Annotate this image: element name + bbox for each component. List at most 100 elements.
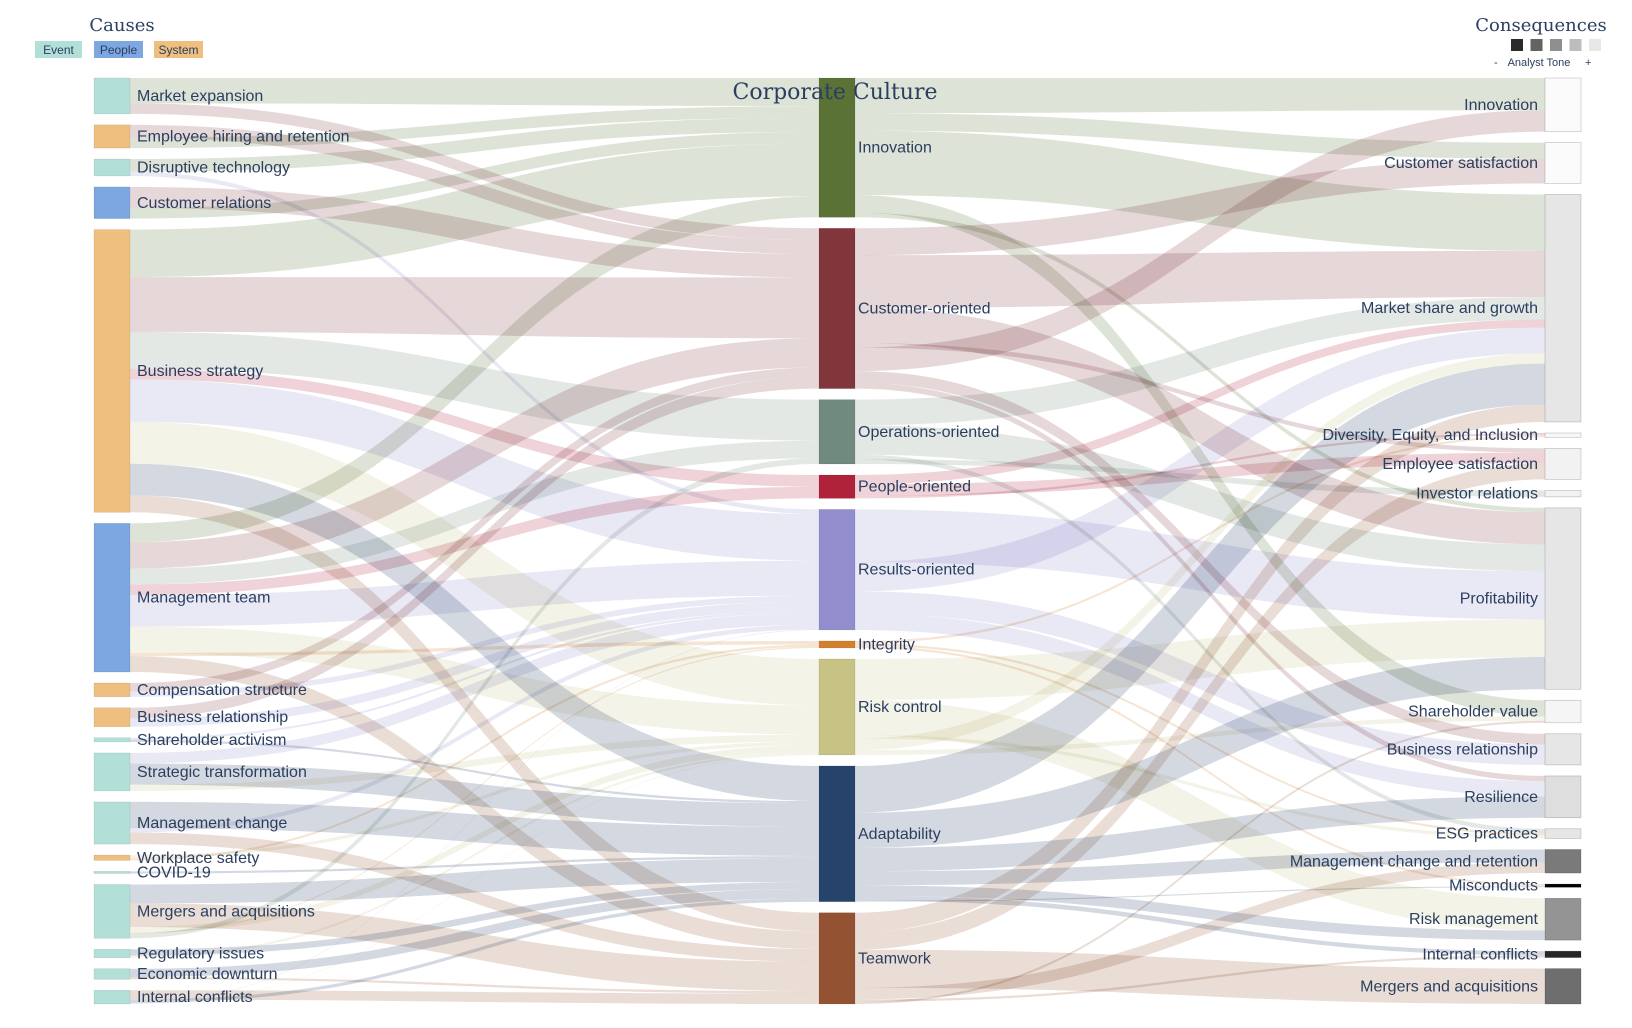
link-internal-conflicts-to-risk-control (130, 754, 819, 1004)
cause-node-strategic-transformation[interactable] (93, 752, 131, 792)
link-customer-oriented-to-market-share-and-growth (855, 250, 1545, 308)
tone-label: Analyst Tone (1508, 57, 1571, 69)
culture-label-teamwork: Teamwork (858, 950, 932, 967)
culture-node-integrity[interactable] (818, 640, 856, 649)
consequence-label-shareholder-value: Shareholder value (1408, 704, 1538, 721)
link-people-oriented-to-market-share-and-growth (855, 319, 1545, 485)
cause-node-management-team[interactable] (93, 523, 131, 673)
consequence-node-resilience[interactable] (1544, 775, 1582, 819)
link-risk-control-to-esg-practices (855, 735, 1545, 839)
cause-label-mergers-and-acquisitions: Mergers and acquisitions (137, 903, 315, 920)
cause-node-covid-19[interactable] (93, 871, 131, 874)
cause-node-market-expansion[interactable] (93, 77, 131, 115)
cause-node-management-change[interactable] (93, 801, 131, 845)
link-mergers-and-acquisitions-to-integrity (130, 646, 819, 934)
link-shareholder-activism-to-adaptability (130, 739, 819, 804)
link-business-strategy-to-innovation (130, 143, 819, 278)
culture-node-teamwork[interactable] (818, 912, 856, 1005)
cause-node-business-strategy[interactable] (93, 229, 131, 513)
link-internal-conflicts-to-results-oriented (130, 629, 819, 1004)
culture-node-customer-oriented[interactable] (818, 228, 856, 389)
link-internal-conflicts-to-teamwork (130, 990, 819, 1004)
link-results-oriented-to-profitability (855, 509, 1545, 620)
culture-label-results-oriented: Results-oriented (858, 562, 975, 579)
link-management-team-to-operations-oriented (130, 440, 819, 585)
consequence-node-misconducts[interactable] (1544, 883, 1582, 888)
consequence-node-mergers-and-acquisitions[interactable] (1544, 968, 1582, 1005)
cause-node-regulatory-issues[interactable] (93, 949, 131, 958)
link-business-strategy-to-customer-oriented (130, 277, 819, 339)
consequence-node-shareholder-value[interactable] (1544, 699, 1582, 724)
cause-node-workplace-safety[interactable] (93, 854, 131, 861)
consequence-node-risk-management[interactable] (1544, 897, 1582, 941)
culture-nodes: Innovation Customer-oriented Operations-or… (818, 77, 999, 1005)
cause-node-shareholder-activism[interactable] (93, 737, 131, 743)
consequence-nodes: Innovation Customer satisfaction Market sh… (1290, 77, 1582, 1005)
culture-label-customer-oriented: Customer-oriented (858, 300, 991, 317)
legend-label-event: Event (43, 43, 74, 57)
cause-node-internal-conflicts[interactable] (93, 990, 131, 1005)
culture-node-adaptability[interactable] (818, 765, 856, 902)
link-internal-conflicts-to-adaptability (130, 898, 819, 1003)
link-teamwork-to-mergers-and-acquisitions (855, 949, 1545, 1004)
cause-label-shareholder-activism: Shareholder activism (137, 732, 286, 749)
cause-label-regulatory-issues: Regulatory issues (137, 946, 264, 963)
link-business-strategy-to-teamwork (130, 495, 819, 932)
link-adaptability-to-profitability (855, 657, 1545, 848)
cause-node-mergers-and-acquisitions[interactable] (93, 884, 131, 939)
cause-node-customer-relations[interactable] (93, 186, 131, 219)
link-management-team-to-innovation (130, 196, 819, 543)
link-shareholder-activism-to-results-oriented (130, 610, 819, 740)
consequence-node-market-share-and-growth[interactable] (1544, 194, 1582, 423)
link-business-relationship-to-results-oriented (130, 601, 819, 727)
consequence-label-internal-conflicts: Internal conflicts (1422, 946, 1538, 963)
causes-header: Causes (89, 15, 154, 36)
culture-node-operations-oriented[interactable] (818, 399, 856, 465)
legend-label-system: System (158, 43, 198, 57)
consequence-label-risk-management: Risk management (1409, 911, 1539, 928)
cause-label-compensation-structure: Compensation structure (137, 682, 307, 699)
cause-label-strategic-transformation: Strategic transformation (137, 764, 307, 781)
culture-node-results-oriented[interactable] (818, 509, 856, 631)
link-regulatory-issues-to-risk-control (130, 752, 819, 958)
link-teamwork-to-management-change-and-retention (855, 862, 1545, 1000)
consequence-node-business-relationship[interactable] (1544, 733, 1582, 766)
link-teamwork-to-shareholder-value (855, 720, 1545, 1004)
culture-node-people-oriented[interactable] (818, 474, 856, 499)
consequence-node-investor-relations[interactable] (1544, 490, 1582, 498)
culture-node-risk-control[interactable] (818, 658, 856, 756)
consequence-node-employee-satisfaction[interactable] (1544, 447, 1582, 480)
consequence-node-innovation[interactable] (1544, 77, 1582, 132)
link-business-strategy-to-results-oriented (130, 379, 819, 561)
analyst-tone-legend: - Analyst Tone + (1494, 39, 1601, 69)
consequence-node-profitability[interactable] (1544, 507, 1582, 690)
cause-node-compensation-structure[interactable] (93, 682, 131, 697)
consequence-label-management-change-and-retention: Management change and retention (1290, 853, 1538, 870)
cause-node-economic-downturn[interactable] (93, 968, 131, 980)
culture-node-innovation[interactable] (818, 77, 856, 218)
consequence-node-internal-conflicts[interactable] (1544, 950, 1582, 958)
consequence-node-management-change-and-retention[interactable] (1544, 849, 1582, 874)
link-innovation-to-innovation (855, 78, 1545, 114)
consequence-node-customer-satisfaction[interactable] (1544, 142, 1582, 184)
cause-node-disruptive-technology[interactable] (93, 158, 131, 177)
link-management-change-to-results-oriented (130, 624, 819, 833)
link-market-expansion-to-innovation (130, 78, 819, 107)
cause-node-business-relationship[interactable] (93, 707, 131, 727)
link-management-team-to-customer-oriented (130, 338, 819, 569)
link-innovation-to-market-share-and-growth (855, 130, 1545, 251)
legend-swatch-people (94, 41, 143, 58)
link-compensation-structure-to-customer-oriented (130, 367, 819, 692)
link-teamwork-to-market-share-and-growth (855, 404, 1545, 933)
link-disruptive-technology-to-results-oriented (130, 171, 819, 515)
cause-node-employee-hiring-and-retention[interactable] (93, 124, 131, 149)
culture-consequence-links (855, 78, 1545, 1004)
link-customer-oriented-to-customer-satisfaction (855, 158, 1545, 256)
link-mergers-and-acquisitions-to-adaptability (130, 858, 819, 904)
link-customer-oriented-to-innovation (855, 110, 1545, 372)
consequence-label-resilience: Resilience (1464, 789, 1538, 806)
consequence-node-esg-practices[interactable] (1544, 828, 1582, 839)
link-mergers-and-acquisitions-to-operations-oriented (130, 458, 819, 939)
consequence-node-diversity-equity-and-inclusion[interactable] (1544, 432, 1582, 438)
